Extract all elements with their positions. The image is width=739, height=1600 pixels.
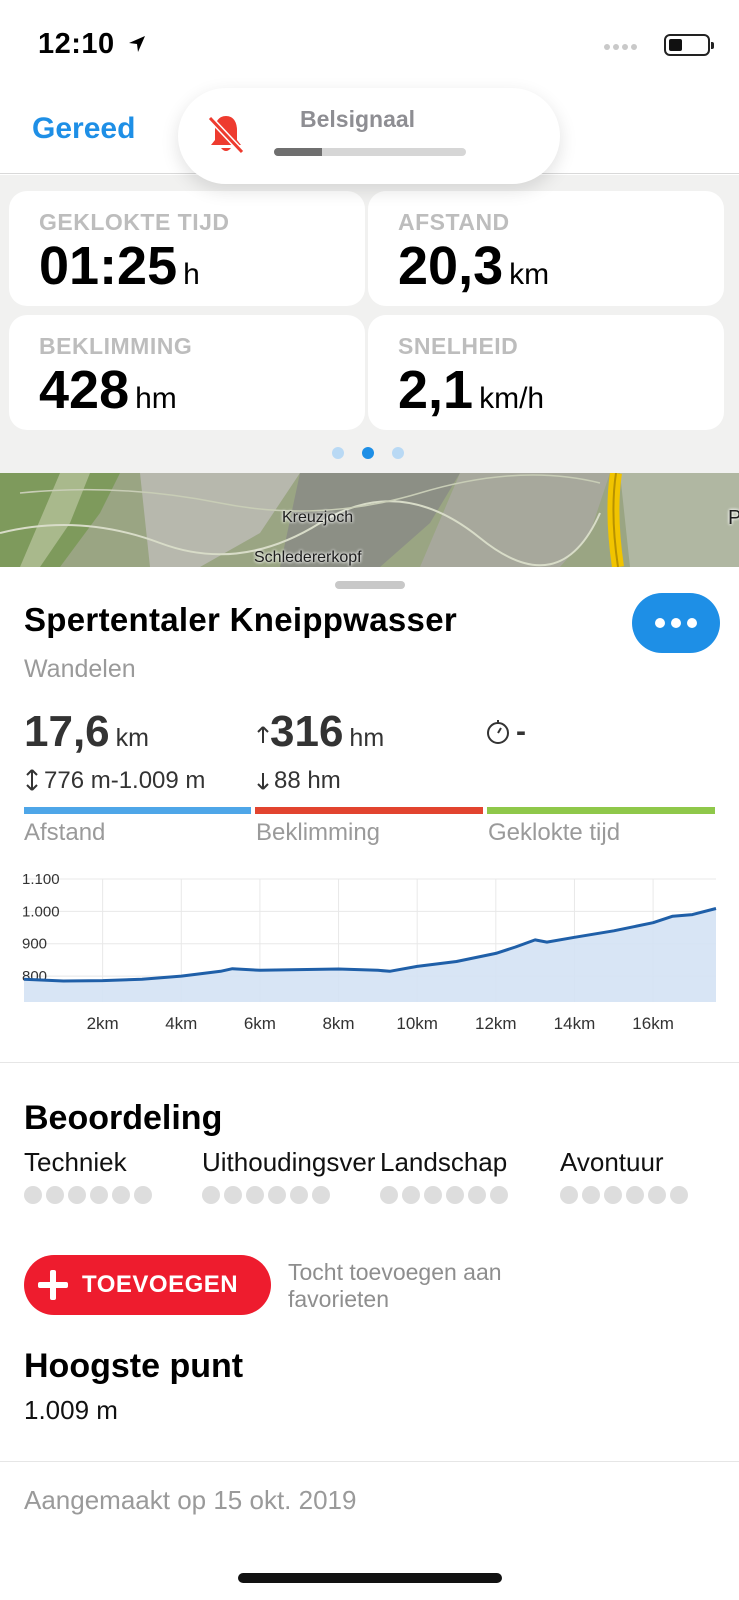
rating-category-label: Uithoudingsvermogen: [202, 1147, 377, 1177]
page-dot[interactable]: [392, 447, 404, 459]
map-label-kreuzjoch: Kreuzjoch: [282, 509, 354, 526]
x-tick-label: 16km: [632, 1014, 674, 1033]
page-indicator[interactable]: [332, 447, 404, 459]
home-indicator[interactable]: [238, 1573, 502, 1583]
bar-label-ascent: Beklimming: [256, 819, 381, 846]
rating-techniek[interactable]: Techniek: [24, 1147, 199, 1204]
stat-value: 2,1 km/h: [398, 360, 545, 420]
time-bar: [487, 807, 715, 814]
created-date: Aangemaakt op 15 okt. 2019: [24, 1485, 357, 1515]
ringer-label: Belsignaal: [300, 106, 416, 132]
rating-category-label: Techniek: [24, 1147, 127, 1177]
battery-icon: [664, 34, 714, 56]
stat-value: 01:25 h: [39, 236, 200, 296]
plus-icon: [38, 1270, 68, 1300]
done-button[interactable]: Gereed: [32, 112, 136, 145]
status-bar: 12:10: [0, 0, 739, 88]
x-tick-label: 6km: [244, 1014, 276, 1033]
stat-card-distance: AFSTAND 20,3 km: [368, 191, 724, 306]
add-favorite-label: TOEVOEGEN: [82, 1271, 239, 1298]
rating-uithoudingsvermogen[interactable]: Uithoudingsvermogen: [202, 1147, 377, 1204]
route-ascent: 316 hm: [256, 707, 384, 757]
distance-bar: [24, 807, 251, 814]
elevation-line: [23, 907, 717, 983]
rating-category-label: Landschap: [380, 1147, 508, 1177]
bar-label-distance: Afstand: [24, 819, 106, 846]
dot-icon: [687, 618, 697, 628]
signal-strength-icon: [604, 44, 637, 50]
stat-label: GEKLOKTE TIJD: [39, 209, 230, 235]
y-tick-label: 1.100: [22, 871, 60, 888]
elevation-area: [24, 908, 716, 1002]
dot-icon: [655, 618, 665, 628]
stat-label: AFSTAND: [398, 209, 510, 235]
route-distance: 17,6 km: [24, 707, 149, 756]
stat-card-ascent: BEKLIMMING 428 hm: [9, 315, 365, 430]
activity-type: Wandelen: [24, 655, 136, 683]
route-descent: 88 hm: [256, 767, 341, 795]
page-dot[interactable]: [332, 447, 344, 459]
divider: [0, 1461, 739, 1462]
stat-value: 20,3 km: [398, 236, 550, 296]
map-label-schledererkopf: Schledererkopf: [254, 549, 362, 566]
rating-title: Beoordeling: [24, 1099, 223, 1137]
x-tick-label: 12km: [475, 1014, 517, 1033]
add-favorite-button[interactable]: TOEVOEGEN: [24, 1255, 271, 1315]
bell-muted-icon: [207, 115, 245, 155]
x-tick-label: 2km: [87, 1014, 119, 1033]
bar-label-time: Geklokte tijd: [488, 819, 621, 846]
y-tick-label: 900: [22, 936, 47, 953]
sheet-grabber[interactable]: [335, 581, 405, 589]
stat-card-time: GEKLOKTE TIJD 01:25 h: [9, 191, 365, 306]
stopwatch-icon: [487, 720, 509, 744]
elevation-range: 776 m-1.009 m: [24, 767, 205, 795]
add-favorite-hint: Tocht toevoegen aan favorieten: [288, 1259, 502, 1312]
arrow-up-icon: [257, 726, 269, 743]
x-tick-label: 8km: [322, 1014, 354, 1033]
highest-point-value: 1.009 m: [24, 1395, 118, 1425]
highest-point-title: Hoogste punt: [24, 1347, 244, 1385]
page-dot-active[interactable]: [362, 447, 374, 459]
route-timer: -: [486, 715, 526, 749]
ringer-volume-hud: Belsignaal: [178, 88, 560, 184]
ringer-level-fill: [274, 148, 322, 156]
rating-dots[interactable]: [380, 1186, 555, 1204]
stats-panel[interactable]: GEKLOKTE TIJD 01:25 h AFSTAND 20,3 km BEKL…: [0, 175, 739, 473]
divider: [0, 1062, 739, 1063]
x-tick-label: 4km: [165, 1014, 197, 1033]
route-title: Spertentaler Kneippwasser: [24, 601, 457, 638]
dot-icon: [671, 618, 681, 628]
rating-landschap[interactable]: Landschap: [380, 1147, 555, 1204]
rating-dots[interactable]: [560, 1186, 735, 1204]
ascent-bar: [255, 807, 483, 814]
more-options-button[interactable]: [632, 593, 720, 653]
x-tick-label: 10km: [396, 1014, 438, 1033]
stat-label: BEKLIMMING: [39, 333, 193, 359]
map-view[interactable]: Kreuzjoch Schledererkopf P: [0, 473, 739, 567]
x-tick-label: 14km: [554, 1014, 596, 1033]
stat-label: SNELHEID: [398, 333, 519, 359]
y-tick-label: 1.000: [22, 903, 60, 920]
rating-dots[interactable]: [202, 1186, 377, 1204]
stat-value: 428 hm: [39, 360, 177, 420]
location-arrow-icon: [129, 36, 145, 52]
stat-card-speed: SNELHEID 2,1 km/h: [368, 315, 724, 430]
map-terrain: [0, 473, 739, 567]
map-label-partial: P: [728, 507, 739, 529]
arrow-down-icon: [257, 773, 269, 790]
status-time: 12:10: [38, 28, 115, 60]
ringer-level-bar: [274, 148, 466, 156]
rating-category-label: Avontuur: [560, 1147, 664, 1177]
route-detail-sheet: Spertentaler Kneippwasser Wandelen 17,6 k…: [0, 567, 739, 1600]
rating-avontuur[interactable]: Avontuur: [560, 1147, 735, 1204]
rating-dots[interactable]: [24, 1186, 199, 1204]
up-down-arrow-icon: [26, 769, 38, 791]
navigation-header: Gereed Belsignaal: [0, 88, 739, 184]
